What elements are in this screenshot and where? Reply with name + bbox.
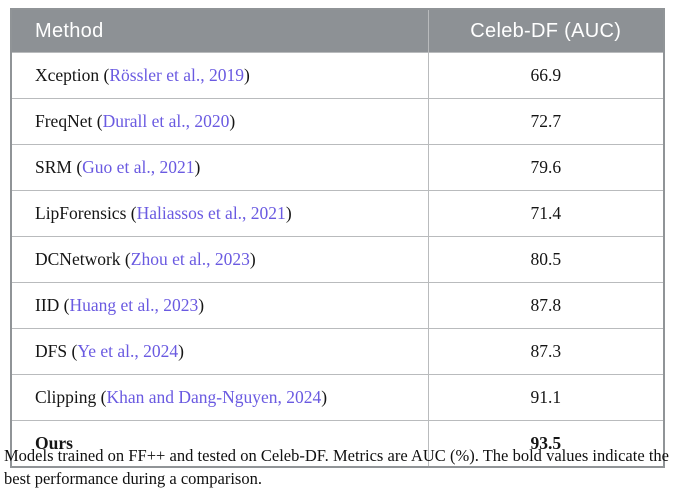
results-table: Method Celeb-DF (AUC) Xception (Rössler … xyxy=(10,8,665,468)
method-name: Ours xyxy=(35,433,73,453)
value-cell: 87.3 xyxy=(427,328,665,375)
table-row: FreqNet (Durall et al., 2020) 72.7 xyxy=(10,98,665,145)
method-cell: DFS (Ye et al., 2024) xyxy=(10,328,429,375)
citation-link[interactable]: Zhou et al., 2023 xyxy=(130,249,250,269)
value-cell: 93.5 xyxy=(427,420,665,468)
method-name: DFS xyxy=(35,341,68,361)
citation-link[interactable]: Ye et al., 2024 xyxy=(77,341,179,361)
value-cell: 71.4 xyxy=(427,190,665,237)
value-cell: 80.5 xyxy=(427,236,665,283)
citation-link[interactable]: Huang et al., 2023 xyxy=(69,295,199,315)
value-cell: 72.7 xyxy=(427,98,665,145)
method-cell: LipForensics (Haliassos et al., 2021) xyxy=(10,190,429,237)
method-cell: SRM (Guo et al., 2021) xyxy=(10,144,429,191)
citation-link[interactable]: Guo et al., 2021 xyxy=(82,157,195,177)
method-cell: Xception (Rössler et al., 2019) xyxy=(10,52,429,99)
table-row: Clipping (Khan and Dang-Nguyen, 2024) 91.… xyxy=(10,374,665,421)
table-row: DFS (Ye et al., 2024) 87.3 xyxy=(10,328,665,375)
value-cell: 87.8 xyxy=(427,282,665,329)
table-body: Xception (Rössler et al., 2019) 66.9 FreqN… xyxy=(10,52,665,468)
method-name: FreqNet xyxy=(35,111,93,131)
column-header-method: Method xyxy=(10,8,429,53)
table-row: LipForensics (Haliassos et al., 2021) 71.… xyxy=(10,190,665,237)
method-name: Clipping xyxy=(35,387,97,407)
value-cell: 91.1 xyxy=(427,374,665,421)
method-name: LipForensics xyxy=(35,203,127,223)
method-cell: Ours xyxy=(10,420,429,468)
table-row: Xception (Rössler et al., 2019) 66.9 xyxy=(10,52,665,99)
column-header-metric: Celeb-DF (AUC) xyxy=(427,8,665,53)
citation-link[interactable]: Haliassos et al., 2021 xyxy=(136,203,286,223)
citation-link[interactable]: Rössler et al., 2019 xyxy=(109,65,244,85)
method-cell: IID (Huang et al., 2023) xyxy=(10,282,429,329)
method-name: IID xyxy=(35,295,60,315)
table-row: IID (Huang et al., 2023) 87.8 xyxy=(10,282,665,329)
citation-link[interactable]: Khan and Dang-Nguyen, 2024 xyxy=(106,387,322,407)
table-row: Ours 93.5 xyxy=(10,420,665,468)
method-name: Xception xyxy=(35,65,100,85)
method-name: DCNetwork xyxy=(35,249,121,269)
table-row: DCNetwork (Zhou et al., 2023) 80.5 xyxy=(10,236,665,283)
table-caption: Models trained on FF++ and tested on Cel… xyxy=(4,446,669,488)
table-row: SRM (Guo et al., 2021) 79.6 xyxy=(10,144,665,191)
value-cell: 79.6 xyxy=(427,144,665,191)
method-name: SRM xyxy=(35,157,72,177)
table-header-row: Method Celeb-DF (AUC) xyxy=(10,8,665,53)
citation-link[interactable]: Durall et al., 2020 xyxy=(102,111,230,131)
method-cell: FreqNet (Durall et al., 2020) xyxy=(10,98,429,145)
value-cell: 66.9 xyxy=(427,52,665,99)
method-cell: Clipping (Khan and Dang-Nguyen, 2024) xyxy=(10,374,429,421)
method-cell: DCNetwork (Zhou et al., 2023) xyxy=(10,236,429,283)
